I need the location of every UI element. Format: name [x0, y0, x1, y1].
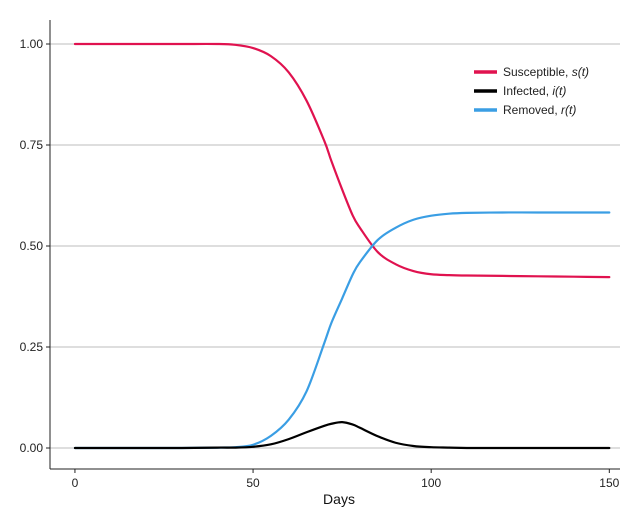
series-line-r [73, 211, 611, 450]
legend-item-s: Susceptible, s(t) [474, 65, 589, 79]
legend-series-function: i(t) [552, 84, 566, 98]
x-tick-label: 100 [421, 476, 441, 490]
y-tick-label: 0.00 [20, 441, 44, 455]
y-tick-label: 0.25 [20, 340, 44, 354]
legend-series-function: r(t) [561, 103, 576, 117]
series-lines [73, 42, 611, 450]
legend-label: Infected, i(t) [503, 84, 566, 98]
series-line-i [73, 421, 611, 450]
axes [49, 20, 620, 470]
x-axis-title: Days [323, 491, 355, 507]
series-line-s [73, 42, 611, 279]
legend-label: Susceptible, s(t) [503, 65, 589, 79]
legend: Susceptible, s(t) Infected, i(t) Removed, … [474, 65, 589, 117]
tick-labels: 0.00 0.25 0.50 0.75 1.00 0 50 100 150 [20, 37, 620, 490]
legend-series-name: Susceptible, [503, 65, 572, 79]
legend-label: Removed, r(t) [503, 103, 576, 117]
legend-series-function: s(t) [572, 65, 589, 79]
legend-series-name: Infected, [503, 84, 552, 98]
y-tick-label: 1.00 [20, 37, 44, 51]
legend-item-r: Removed, r(t) [474, 103, 576, 117]
y-tick-label: 0.50 [20, 239, 44, 253]
legend-series-name: Removed, [503, 103, 561, 117]
x-tick-label: 150 [599, 476, 619, 490]
x-tick-label: 0 [72, 476, 79, 490]
legend-item-i: Infected, i(t) [474, 84, 566, 98]
x-tick-label: 50 [246, 476, 260, 490]
y-tick-label: 0.75 [20, 138, 44, 152]
